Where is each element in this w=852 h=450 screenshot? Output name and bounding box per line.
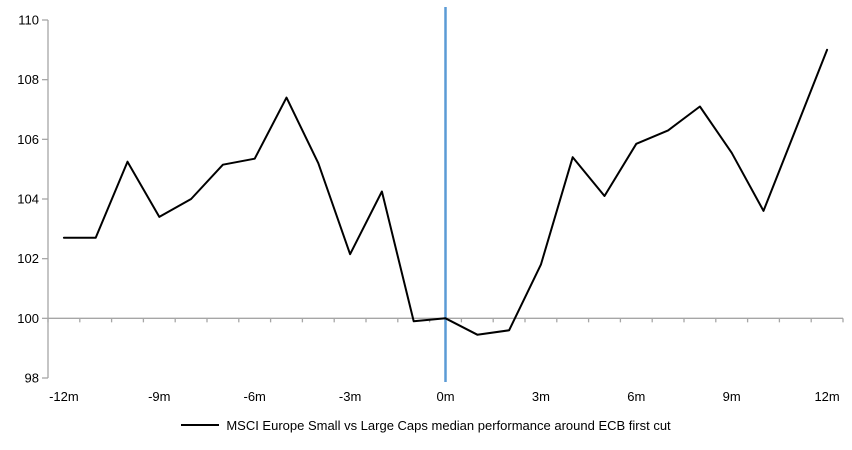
y-tick-label: 100: [17, 311, 39, 326]
x-tick-label: 0m: [436, 389, 454, 404]
data-series-line: [62, 48, 829, 336]
x-tick-label: 3m: [532, 389, 550, 404]
x-tick-label: -9m: [148, 389, 170, 404]
x-tick-label: -3m: [339, 389, 361, 404]
y-tick-label: 104: [17, 192, 39, 207]
legend: MSCI Europe Small vs Large Caps median p…: [0, 416, 852, 434]
x-tick-label: -6m: [244, 389, 266, 404]
y-tick-label: 102: [17, 251, 39, 266]
y-tick-label: 106: [17, 132, 39, 147]
y-tick-label: 110: [18, 13, 39, 28]
x-tick-label: 9m: [723, 389, 741, 404]
x-tick-label: 12m: [814, 389, 839, 404]
legend-line-marker: [181, 424, 220, 426]
x-tick-label: -12m: [49, 389, 79, 404]
y-tick-label: 108: [17, 72, 39, 87]
legend-series-label: MSCI Europe Small vs Large Caps median p…: [226, 417, 671, 433]
x-tick-label: 6m: [627, 389, 645, 404]
y-tick-label: 98: [25, 371, 39, 386]
